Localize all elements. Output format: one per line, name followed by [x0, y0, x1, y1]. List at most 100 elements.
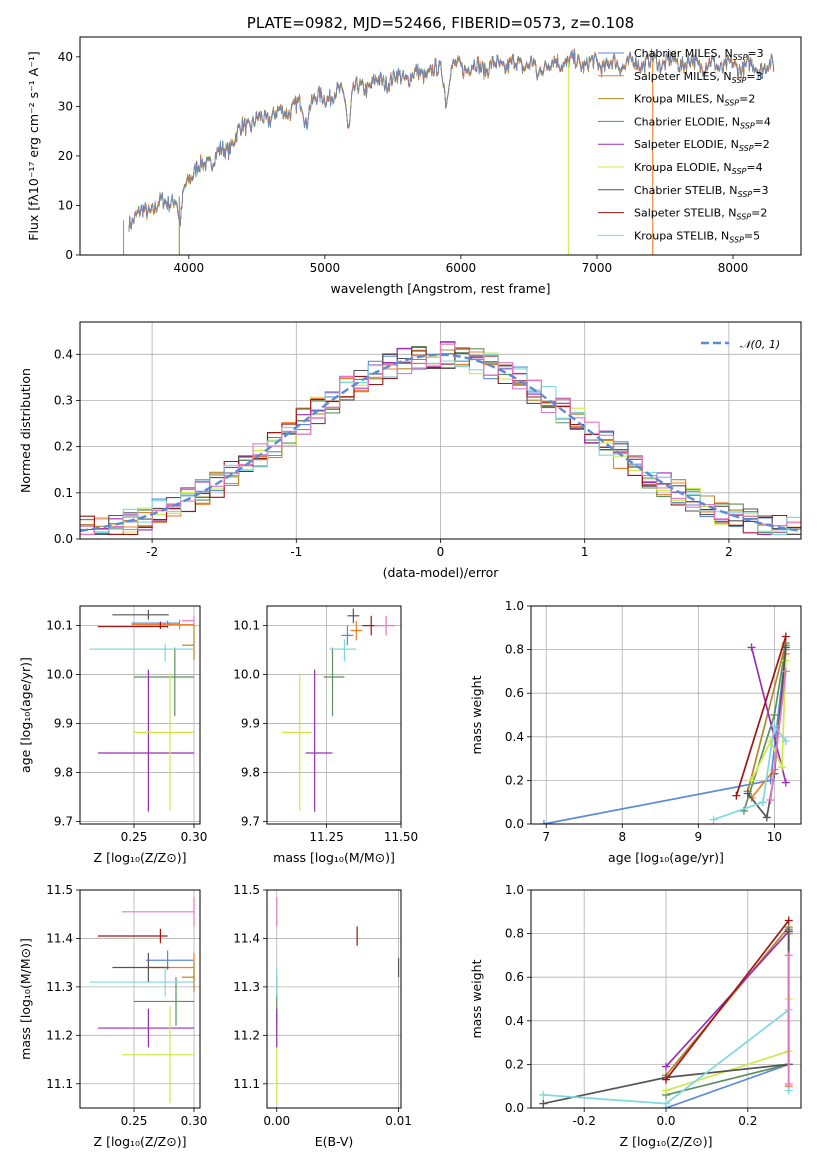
axes-frame [79, 36, 802, 256]
axes-frame [266, 889, 402, 1109]
series-marker [781, 656, 790, 665]
y-tick-label: 9.8 [54, 766, 73, 780]
chart-weight_vs_Z: -0.2 0.0 0.2 0.0 0.2 0.4 0.6 0.8 1.0 Z [log₁₀(Z/Z… [469, 883, 802, 1149]
series-marker [781, 778, 790, 787]
plot-area [276, 897, 400, 1104]
y-tick-label: 10.0 [233, 668, 260, 682]
y-tick-label: 40 [58, 50, 73, 64]
chart-age_vs_Z: 0.25 0.30 9.7 9.8 9.9 10.0 10.1 Z [log₁₀(Z/Z⊙)]… [18, 605, 208, 865]
x-tick-label: -2 [146, 545, 158, 559]
y-tick-label: 0.1 [54, 486, 73, 500]
series-marker [777, 763, 786, 772]
series-marker [784, 1080, 793, 1089]
series-marker [539, 1090, 548, 1099]
series-line [665, 999, 790, 1092]
plot-area [122, 48, 775, 255]
plot-area [539, 916, 793, 1108]
chart-residuals: -2 -1 0 1 2 0.0 0.1 0.2 0.3 0.4 (data-model)/error… [18, 321, 802, 580]
legend-label: Kroupa MILES, NSSP=2 [634, 93, 755, 108]
x-tick-label: 11.50 [384, 830, 418, 844]
histogram-step [80, 343, 801, 535]
x-tick-label: 0 [437, 545, 445, 559]
histogram-step [80, 346, 801, 535]
legend-label: Chabrier ELODIE, NSSP=4 [634, 115, 771, 130]
chart-age_vs_mass: 11.25 11.50 9.7 9.8 9.9 10.0 10.1 mass [log₁₀(M… [233, 605, 418, 865]
x-axis-label: Z [log₁₀(Z/Z⊙)] [94, 850, 187, 865]
chart-title: PLATE=0982, MJD=52466, FIBERID=0573, z=0… [247, 14, 634, 32]
x-tick-label: 0.0 [656, 1114, 675, 1128]
y-tick-label: 11.1 [233, 1077, 260, 1091]
y-tick-label: 11.5 [233, 883, 260, 897]
legend-label: Chabrier STELIB, NSSP=3 [634, 184, 768, 199]
y-tick-label: 30 [58, 99, 73, 113]
legend-label: 𝒩(0, 1) [740, 338, 780, 351]
y-tick-label: 11.5 [46, 883, 73, 897]
plot-area [281, 608, 396, 812]
y-axis-label: mass weight [469, 959, 484, 1038]
y-tick-label: 11.4 [46, 931, 73, 945]
x-tick-label: 0.25 [121, 830, 148, 844]
x-tick-label: 7000 [582, 261, 613, 275]
legend-label: Salpeter ELODIE, NSSP=2 [634, 138, 770, 153]
series-marker [743, 789, 752, 798]
y-tick-label: 10.1 [233, 619, 260, 633]
x-tick-label: 2 [725, 545, 733, 559]
y-tick-label: 0.0 [505, 1101, 524, 1115]
series-marker [662, 1075, 670, 1084]
series-marker [747, 776, 756, 785]
y-tick-label: 0.0 [505, 817, 524, 831]
y-tick-label: 11.1 [46, 1077, 73, 1091]
series-marker [781, 737, 790, 746]
x-tick-label: 10 [767, 830, 782, 844]
series-marker [781, 632, 790, 641]
y-tick-label: 0.3 [54, 393, 73, 407]
y-tick-label: 0.8 [505, 643, 524, 657]
series-marker [662, 1062, 670, 1071]
x-tick-label: 9 [695, 830, 703, 844]
x-tick-label: 0.01 [385, 1114, 412, 1128]
y-tick-label: 9.9 [54, 717, 73, 731]
x-axis-label: wavelength [Angstrom, rest frame] [330, 281, 550, 296]
y-tick-label: 0.4 [54, 347, 73, 361]
legend-label: Kroupa ELODIE, NSSP=4 [634, 161, 763, 176]
series-marker [784, 951, 793, 960]
series-marker [762, 813, 771, 822]
series-line [769, 671, 787, 801]
x-tick-label: 6000 [446, 261, 477, 275]
y-axis-label: age [log₁₀(age/yr)] [18, 657, 33, 773]
y-tick-label: 11.3 [46, 980, 73, 994]
series-marker [766, 796, 775, 805]
y-tick-label: 10.0 [46, 668, 73, 682]
y-axis-label: Flux [fλ10⁻¹⁷ erg cm⁻² s⁻¹ A⁻¹] [26, 51, 41, 240]
y-tick-label: 11.4 [233, 931, 260, 945]
x-axis-label: age [log₁₀(age/yr)] [608, 850, 724, 865]
series-marker [770, 721, 779, 730]
spectrum-line [128, 49, 775, 230]
chart-mass_vs_ebv: 0.00 0.01 11.1 11.2 11.3 11.4 11.5 E(B-V) [233, 883, 412, 1149]
chart-mass_vs_Z: 0.25 0.30 11.1 11.2 11.3 11.4 11.5 Z [log₁₀(Z/Z… [18, 883, 207, 1149]
x-tick-label: 0.30 [181, 830, 208, 844]
x-tick-label: 11.25 [309, 830, 343, 844]
plot-area [80, 340, 801, 535]
y-tick-label: 10.1 [46, 619, 73, 633]
legend-label: Chabrier MILES, NSSP=3 [634, 47, 764, 62]
y-tick-label: 0.6 [505, 970, 524, 984]
y-tick-label: 0.4 [505, 1014, 524, 1028]
x-axis-label: (data-model)/error [383, 565, 500, 580]
gaussian-curve [80, 353, 801, 533]
legend-label: Salpeter MILES, NSSP=3 [634, 70, 763, 85]
x-tick-label: 5000 [310, 261, 341, 275]
chart-weight_vs_age: 7 8 9 10 0.0 0.2 0.4 0.6 0.8 1.0 age [log₁₀(age/yr… [469, 599, 802, 865]
x-tick-label: 0.00 [263, 1114, 290, 1128]
y-tick-label: 0 [65, 248, 73, 262]
series-marker [662, 1099, 670, 1108]
x-tick-label: 0.2 [738, 1114, 757, 1128]
y-tick-label: 10 [58, 198, 73, 212]
series-marker [539, 820, 548, 824]
y-tick-label: 11.3 [233, 980, 260, 994]
y-tick-label: 11.2 [46, 1028, 73, 1042]
y-tick-label: 11.2 [233, 1028, 260, 1042]
axes-frame [79, 889, 201, 1109]
series-line [735, 636, 787, 796]
y-tick-label: 1.0 [505, 883, 524, 897]
